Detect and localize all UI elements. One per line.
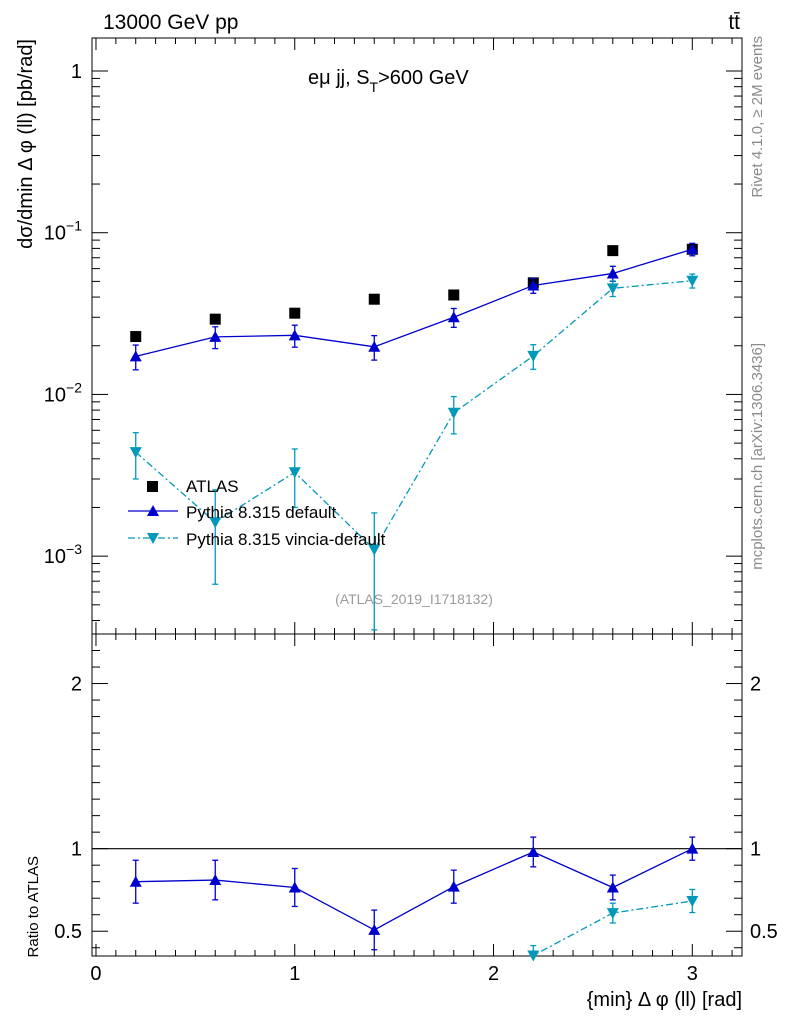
legend-label-default: Pythia 8.315 default bbox=[186, 503, 337, 522]
ratio-series-line bbox=[135, 848, 693, 931]
main-series-1 bbox=[129, 242, 699, 371]
xlabel: {min} Δ φ (ll) [rad] bbox=[587, 989, 742, 1011]
x-tick-label: 2 bbox=[488, 963, 499, 985]
legend-label-atlas: ATLAS bbox=[186, 477, 239, 496]
ratio-data-point bbox=[527, 950, 540, 962]
main-ylabel: dσ/dmin Δ φ (ll) [pb/rad] bbox=[15, 39, 37, 249]
main-series-2 bbox=[129, 273, 699, 631]
main-data-point bbox=[288, 329, 301, 341]
plot-title-main: eμ jj, S bbox=[308, 67, 370, 89]
ratio-data-point bbox=[447, 880, 460, 892]
y-tick-label: 0.5 bbox=[750, 921, 778, 943]
main-data-point bbox=[607, 245, 619, 257]
y-tick-label: 1 bbox=[71, 61, 82, 83]
ratio-data-point bbox=[606, 881, 619, 893]
main-data-point bbox=[130, 331, 142, 343]
main-data-point bbox=[527, 350, 540, 362]
main-data-point bbox=[368, 293, 380, 305]
y-tick-label: 10−2 bbox=[44, 379, 82, 406]
y-tick-label: 10−1 bbox=[44, 218, 82, 245]
ratio-data-point bbox=[686, 842, 699, 854]
ratio-data-point bbox=[686, 896, 699, 908]
main-axes: 10−3 10−2 10−1 1 bbox=[44, 38, 742, 634]
main-data-point bbox=[527, 279, 540, 291]
plot-title: eμ jj, ST>600 GeV bbox=[308, 67, 469, 95]
main-series-line bbox=[135, 280, 693, 551]
main-data-point bbox=[447, 311, 460, 323]
analysis-label: (ATLAS_2019_I1718132) bbox=[335, 591, 493, 607]
ratio-data-point bbox=[527, 845, 540, 857]
process-label: tt̄ bbox=[728, 11, 740, 34]
y-tick-label: 10−3 bbox=[44, 541, 82, 568]
main-data-point bbox=[129, 350, 142, 362]
main-data-point bbox=[448, 289, 460, 301]
main-series-line bbox=[135, 248, 693, 357]
ratio-data-point bbox=[129, 875, 142, 887]
main-data-point bbox=[686, 243, 699, 255]
main-data-point bbox=[289, 307, 301, 319]
y-tick-label: 2 bbox=[71, 674, 82, 696]
plot-title-sub: T bbox=[370, 79, 379, 95]
main-data-point bbox=[447, 407, 460, 419]
ratio-series-line bbox=[529, 900, 693, 956]
ratio-data-point bbox=[368, 923, 381, 935]
rivet-label: Rivet 4.1.0, ≥ 2M events bbox=[749, 36, 766, 198]
legend-marker-default bbox=[147, 505, 159, 516]
main-data-point bbox=[368, 340, 381, 352]
legend-marker-vincia bbox=[147, 533, 159, 544]
y-tick-label: 1 bbox=[71, 839, 82, 861]
main-data-point bbox=[606, 283, 619, 295]
ratio-series bbox=[129, 836, 699, 962]
main-data-point bbox=[209, 330, 222, 342]
ratio-ylabel: Ratio to ATLAS bbox=[25, 856, 42, 957]
main-data-point bbox=[209, 313, 221, 325]
main-data-point bbox=[606, 267, 619, 279]
x-tick-label: 3 bbox=[687, 963, 698, 985]
main-series bbox=[129, 242, 699, 631]
ratio-data-point bbox=[288, 881, 301, 893]
x-tick-label: 0 bbox=[90, 963, 101, 985]
y-tick-label: 0.5 bbox=[54, 921, 82, 943]
legend-marker-atlas bbox=[147, 481, 158, 492]
main-data-point bbox=[209, 517, 222, 529]
energy-label: 13000 GeV pp bbox=[103, 11, 238, 34]
mcplots-label: mcplots.cern.ch [arXiv:1306.3436] bbox=[749, 343, 766, 570]
x-tick-label: 1 bbox=[289, 963, 300, 985]
legend-label-vincia: Pythia 8.315 vincia-default bbox=[186, 530, 386, 549]
y-tick-label: 1 bbox=[750, 839, 761, 861]
ratio-series-1 bbox=[527, 888, 699, 962]
ratio-panel-frame bbox=[91, 633, 743, 957]
plot-title-rest: >600 GeV bbox=[378, 67, 469, 89]
main-data-point bbox=[288, 467, 301, 479]
legend: ATLAS Pythia 8.315 default Pythia 8.315 … bbox=[128, 477, 386, 549]
y-tick-label: 2 bbox=[750, 674, 761, 696]
main-data-point bbox=[368, 544, 381, 556]
main-data-point bbox=[129, 447, 142, 459]
ratio-data-point bbox=[606, 908, 619, 920]
ratio-series-0 bbox=[129, 836, 699, 951]
ratio-data-point bbox=[209, 874, 222, 886]
ratio-axes: 0 1 2 3 0.5 0.5 1 1 2 2 bbox=[54, 633, 778, 985]
main-data-point bbox=[686, 275, 699, 287]
